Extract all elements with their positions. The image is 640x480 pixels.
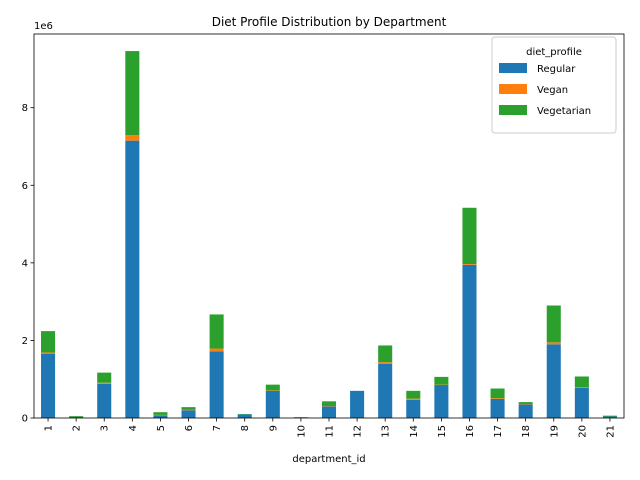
x-tick-label-1: 1 (44, 425, 55, 431)
x-tick-label-9: 9 (268, 425, 279, 431)
legend-swatch-vegan (499, 84, 527, 94)
x-tick-label-21: 21 (605, 425, 616, 438)
bar-vegan-dept-14 (406, 398, 421, 400)
bar-vegetarian-dept-2 (69, 416, 84, 417)
bar-vegan-dept-19 (546, 342, 561, 345)
bar-regular-dept-16 (462, 264, 477, 418)
x-tick-label-3: 3 (100, 425, 111, 431)
x-tick-label-8: 8 (240, 425, 251, 431)
bar-vegetarian-dept-1 (41, 331, 56, 353)
bar-regular-dept-18 (518, 404, 533, 418)
bar-vegetarian-dept-7 (209, 314, 224, 349)
y-tick-label-2: 2 (22, 336, 28, 347)
bar-regular-dept-6 (181, 410, 196, 418)
bars-group (41, 51, 617, 418)
bar-vegetarian-dept-21 (602, 415, 617, 417)
legend-swatch-regular (499, 63, 527, 73)
bar-regular-dept-13 (378, 363, 393, 418)
legend-swatch-vegetarian (499, 105, 527, 115)
bar-vegetarian-dept-17 (490, 388, 505, 399)
bar-regular-dept-15 (434, 385, 449, 418)
x-tick-label-15: 15 (437, 425, 448, 438)
bar-vegetarian-dept-16 (462, 207, 477, 265)
bar-regular-dept-8 (237, 414, 252, 418)
bar-regular-dept-21 (602, 416, 617, 418)
bar-vegetarian-dept-5 (153, 412, 168, 415)
bar-vegetarian-dept-13 (378, 345, 393, 363)
bar-vegetarian-dept-6 (181, 407, 196, 410)
x-tick-label-7: 7 (212, 425, 223, 431)
x-tick-label-17: 17 (493, 425, 504, 438)
x-tick-label-18: 18 (521, 425, 532, 438)
bar-vegetarian-dept-11 (321, 401, 337, 406)
bar-regular-dept-7 (209, 351, 224, 418)
x-tick-label-6: 6 (184, 425, 195, 431)
bar-regular-dept-20 (574, 387, 589, 418)
x-tick-label-5: 5 (156, 425, 167, 431)
x-tick-label-10: 10 (296, 425, 307, 438)
legend-label-regular: Regular (537, 64, 576, 75)
chart-title: Diet Profile Distribution by Department (212, 15, 447, 29)
bar-vegan-dept-13 (378, 362, 393, 364)
legend-label-vegan: Vegan (537, 85, 568, 96)
bar-vegetarian-dept-18 (518, 402, 533, 405)
bar-vegetarian-dept-19 (546, 305, 561, 343)
bar-regular-dept-4 (125, 140, 140, 418)
bar-vegetarian-dept-20 (574, 376, 589, 388)
x-tick-label-12: 12 (353, 425, 364, 438)
bar-vegetarian-dept-4 (125, 51, 140, 136)
bar-regular-dept-3 (97, 383, 112, 418)
bar-vegetarian-dept-15 (434, 376, 449, 385)
bar-vegan-dept-4 (125, 135, 140, 141)
y-offset-label: 1e6 (34, 21, 53, 32)
x-tick-label-11: 11 (325, 425, 336, 438)
bar-regular-dept-2 (69, 416, 84, 418)
y-tick-label-8: 8 (22, 103, 28, 114)
bar-vegetarian-dept-3 (97, 372, 112, 383)
x-tick-label-20: 20 (577, 425, 588, 438)
bar-regular-dept-11 (321, 406, 337, 418)
bar-vegan-dept-3 (97, 382, 112, 384)
x-tick-label-2: 2 (72, 425, 83, 431)
bar-vegetarian-dept-9 (265, 384, 280, 391)
x-tick-label-16: 16 (465, 425, 476, 438)
x-tick-label-19: 19 (549, 425, 560, 438)
x-tick-label-4: 4 (128, 425, 139, 431)
bar-regular-dept-19 (546, 344, 561, 418)
bar-vegetarian-dept-14 (406, 390, 421, 399)
bar-regular-dept-14 (406, 399, 421, 418)
y-tick-label-6: 6 (22, 181, 28, 192)
bar-regular-dept-12 (350, 390, 365, 418)
bar-vegan-dept-1 (41, 352, 56, 354)
bar-vegan-dept-7 (209, 348, 224, 352)
bar-regular-dept-17 (490, 398, 505, 418)
x-tick-label-13: 13 (381, 425, 392, 438)
bar-regular-dept-5 (153, 415, 168, 418)
x-tick-label-14: 14 (409, 425, 420, 438)
y-tick-label-0: 0 (22, 414, 28, 425)
y-tick-label-4: 4 (22, 258, 28, 269)
bar-vegan-dept-16 (462, 264, 477, 265)
legend-title: diet_profile (526, 47, 582, 58)
x-axis-label: department_id (292, 454, 365, 465)
bar-regular-dept-9 (265, 390, 280, 418)
bar-vegan-dept-17 (490, 398, 505, 399)
bar-regular-dept-1 (41, 354, 56, 418)
legend: diet_profile Regular Vegan Vegetarian (491, 36, 617, 134)
legend-label-vegetarian: Vegetarian (537, 106, 591, 117)
